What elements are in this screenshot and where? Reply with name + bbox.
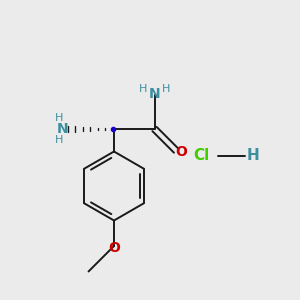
Text: H: H bbox=[139, 84, 147, 94]
Text: O: O bbox=[176, 145, 188, 159]
Text: N: N bbox=[56, 122, 68, 136]
Text: H: H bbox=[247, 148, 260, 164]
Text: Cl: Cl bbox=[193, 148, 209, 164]
Text: H: H bbox=[55, 135, 63, 146]
Text: H: H bbox=[55, 112, 63, 123]
Text: N: N bbox=[149, 88, 160, 101]
Text: H: H bbox=[162, 84, 170, 94]
Text: O: O bbox=[108, 242, 120, 255]
